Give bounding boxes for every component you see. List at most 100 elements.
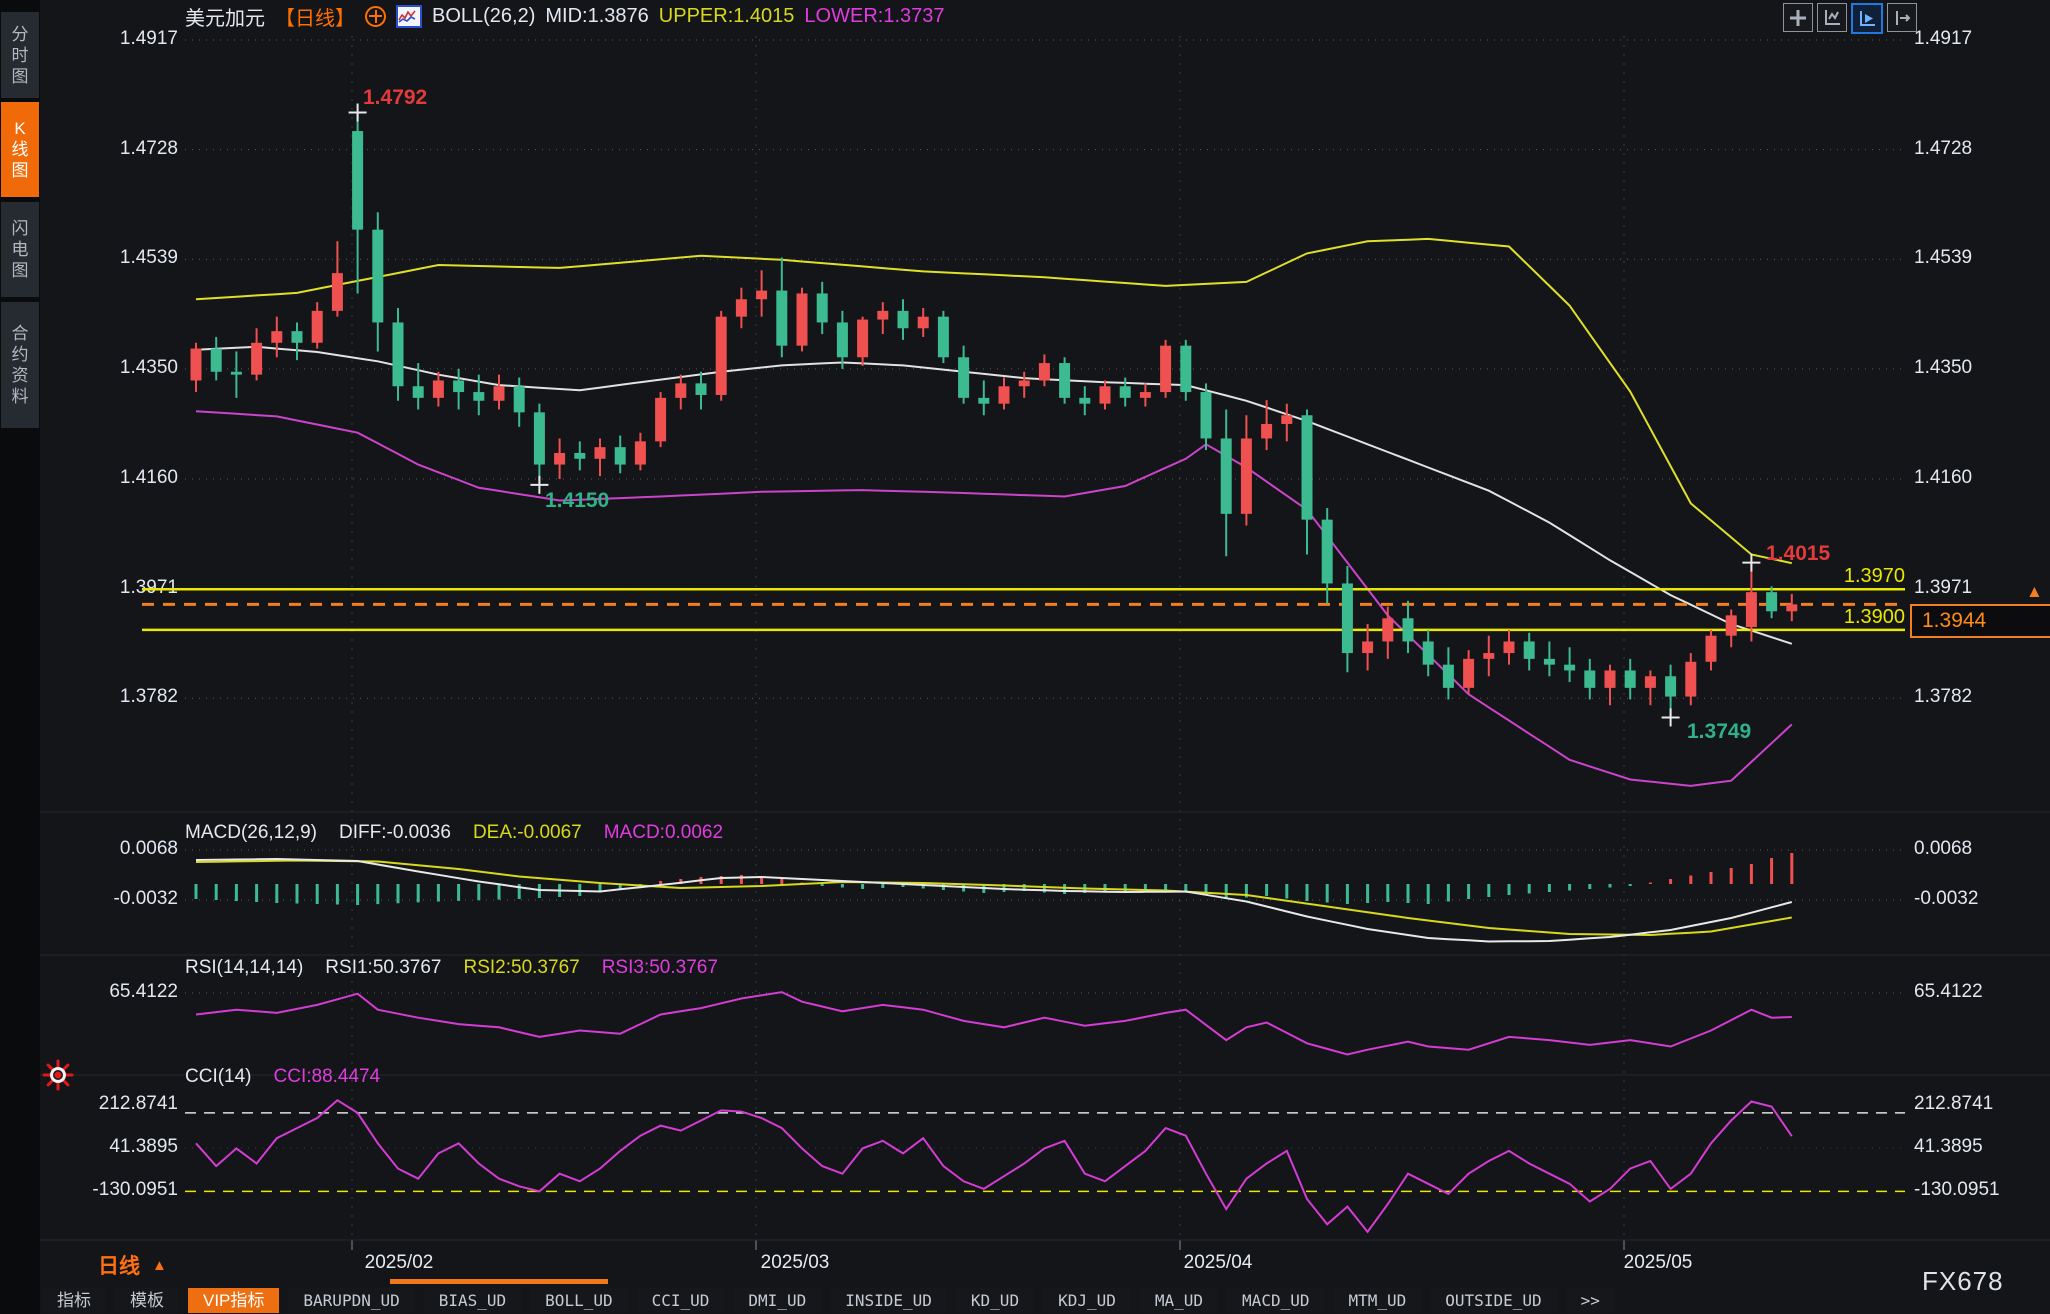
price-axis-label: 1.4917 [119,28,178,49]
price-up-arrow-icon: ▲ [2026,582,2043,601]
annotation-swing-low-2: 1.3749 [1687,720,1752,743]
sidebar-tab-char: 电 [11,240,29,259]
toolbar-item-ma-ud[interactable]: MA_UD [1139,1288,1219,1313]
sidebar-tab-char: 图 [11,66,29,86]
sidebar-tab-char: 分 [11,24,29,44]
cci-axis-label: 41.3895 [1914,1136,1983,1157]
sidebar-tab-3[interactable]: 闪电图 [1,202,39,297]
price-axis-label: 1.4728 [1914,137,1973,159]
cci-axis-label: -130.0951 [1914,1179,2000,1201]
macd-axis-label: 0.0068 [1914,838,1973,859]
macd-dea-value: DEA:-0.0067 [472,822,582,843]
cci-axis-label: 212.8741 [1914,1092,1994,1114]
sidebar-tab-char: 料 [11,387,29,406]
price-axis-label: 1.4728 [119,137,178,159]
toolbar-item-outside-ud[interactable]: OUTSIDE_UD [1430,1288,1557,1313]
toolbar-item-vip-[interactable]: VIP指标 [188,1288,280,1313]
price-axis-label: 1.4539 [119,247,178,269]
price-axis-label: 1.3782 [1914,686,1973,708]
macd-axis-label: -0.0032 [1914,888,1979,909]
hline-upper-label: 1.3970 [1843,565,1905,587]
period-text: 日线 [98,1255,140,1278]
rsi2-value: RSI2:50.3767 [463,957,580,978]
toolbar-item--[interactable]: 模板 [115,1288,179,1313]
sidebar-tab-4[interactable]: 合约资料 [1,302,39,428]
move-icon[interactable] [1783,3,1813,32]
cci-legend-row: CCI(14) CCI:88.4474 [185,1066,380,1088]
annotation-swing-low-1: 1.4150 [545,489,610,512]
toolbar-item-barupdn-ud[interactable]: BARUPDN_UD [288,1288,415,1313]
period-dropdown-icon: ▲ [152,1256,167,1274]
cci-axis-label: -130.0951 [92,1179,178,1201]
xaxis-date-label: 2025/04 [1183,1252,1253,1273]
rsi-title: RSI(14,14,14) [185,957,304,978]
period-selector[interactable]: 日线 ▲ [98,1250,167,1280]
macd-legend-row: MACD(26,12,9) DIFF:-0.0036 DEA:-0.0067 M… [185,822,723,844]
xaxis-date-label: 2025/03 [760,1252,830,1273]
toolbar-item-mtm-ud[interactable]: MTM_UD [1333,1288,1422,1313]
toolbar-item-inside-ud[interactable]: INSIDE_UD [830,1288,947,1313]
last-price-badge: 1.3944 [1910,604,2050,638]
toolbar-item-dmi-ud[interactable]: DMI_UD [733,1288,822,1313]
price-axis-label: 1.4539 [1914,247,1973,269]
hline-lower-label: 1.3900 [1843,606,1905,628]
xaxis-date-label: 2025/05 [1623,1252,1693,1273]
toolbar-item-kd-ud[interactable]: KD_UD [955,1288,1035,1313]
sidebar-tab-char: 资 [11,366,29,385]
macd-axis-label: 0.0068 [119,838,178,859]
toolbar-item-boll-ud[interactable]: BOLL_UD [530,1288,628,1313]
axis-play-icon[interactable] [1851,3,1883,34]
rsi3-value: RSI3:50.3767 [601,957,718,978]
price-axis-label: 1.4160 [119,467,178,489]
symbol-title: 美元加元 [185,7,265,30]
price-axis-label: 1.4917 [1914,28,1973,49]
sidebar-tab-1[interactable]: 分时图 [1,12,39,98]
indicator-toolbar: 指标 模板 VIP指标 BARUPDN_UD BIAS_UD BOLL_UD CCI_UD D… [42,1287,1615,1314]
boll-upper-value: UPPER:1.4015 [658,4,795,27]
toolbar-item--[interactable]: 指标 [42,1288,106,1313]
sidebar-tab-char: 闪 [11,219,29,238]
annotation-swing-high-2: 1.4015 [1766,542,1831,565]
period-tag[interactable]: 【日线】 [275,7,355,30]
price-axis-label: 1.4160 [1914,467,1973,489]
toolbar-item-cci-ud[interactable]: CCI_UD [636,1288,725,1313]
add-indicator-icon[interactable] [365,5,386,27]
macd-title: MACD(26,12,9) [185,822,317,843]
price-axis-label: 1.3782 [119,686,178,708]
cci-title: CCI(14) [185,1066,252,1087]
price-axis-label: 1.3971 [1914,576,1973,598]
window-toolbar [1783,3,1917,34]
chart-header: 美元加元 【日线】 BOLL(26,2) MID:1.3876 UPPER:1.… [185,2,945,30]
toolbar-item-bias-ud[interactable]: BIAS_UD [423,1288,522,1313]
axis-scale-icon[interactable] [1817,3,1847,32]
price-axis-label: 1.3971 [119,576,178,598]
rsi-axis-label: 65.4122 [109,981,178,1002]
price-axis-label: 1.4350 [119,356,178,378]
macd-diff-value: DIFF:-0.0036 [339,822,451,843]
cci-value: CCI:88.4474 [273,1066,381,1087]
sidebar-tab-char: 约 [11,345,29,364]
chart-type-icon[interactable] [396,4,422,28]
sidebar-tab-char: 时 [11,45,29,65]
macd-axis-label: -0.0032 [113,888,178,909]
boll-legend: BOLL(26,2) [432,4,536,27]
annotation-swing-high-1: 1.4792 [363,86,428,109]
rsi1-value: RSI1:50.3767 [325,957,442,978]
toolbar-item--[interactable]: >> [1565,1288,1615,1313]
cci-axis-label: 212.8741 [98,1092,178,1114]
toolbar-item-macd-ud[interactable]: MACD_UD [1227,1288,1325,1313]
rsi-axis-label: 65.4122 [1914,981,1983,1002]
toolbar-item-kdj-ud[interactable]: KDJ_UD [1043,1288,1131,1313]
collapse-panel-icon[interactable] [1887,3,1917,32]
sidebar-tab-char: 图 [11,261,29,280]
rsi-legend-row: RSI(14,14,14) RSI1:50.3767 RSI2:50.3767 … [185,957,718,979]
boll-mid-value: MID:1.3876 [545,4,649,27]
xaxis-date-label: 2025/02 [364,1252,434,1273]
price-axis-label: 1.4350 [1914,356,1973,378]
scrollbar-thumb [390,1279,608,1284]
sidebar-tab-char: 合 [11,324,29,343]
